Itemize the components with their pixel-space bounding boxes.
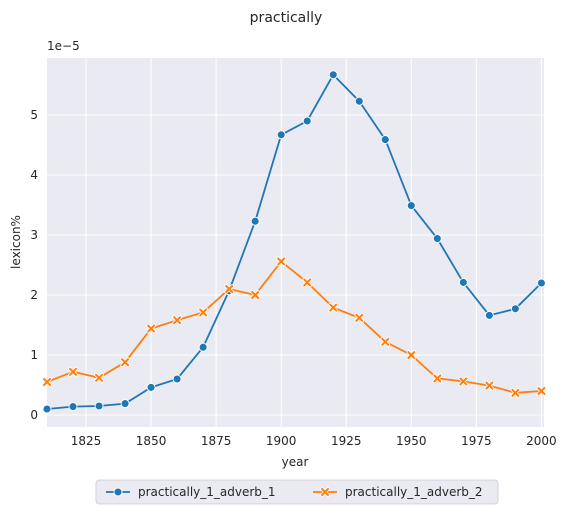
y-axis-label: lexicon% bbox=[9, 215, 23, 269]
data-point bbox=[328, 302, 339, 313]
data-point bbox=[432, 373, 443, 384]
x-tick-label: 1825 bbox=[71, 434, 102, 448]
data-point bbox=[172, 374, 182, 384]
data-point bbox=[198, 307, 208, 318]
marker-stroke bbox=[121, 358, 130, 367]
x-tick-label: 1975 bbox=[461, 434, 492, 448]
data-point bbox=[510, 304, 520, 314]
data-point bbox=[42, 404, 52, 414]
marker-stroke bbox=[199, 308, 208, 317]
legend-item: practically_1_adverb_2 bbox=[313, 485, 483, 499]
marker-stroke bbox=[433, 374, 442, 383]
marker-stroke bbox=[355, 313, 364, 322]
x-tick-label: 1850 bbox=[136, 434, 167, 448]
marker-stroke bbox=[43, 378, 51, 386]
marker-stroke bbox=[407, 351, 416, 359]
y-tick-label: 3 bbox=[30, 228, 38, 242]
data-point bbox=[354, 96, 364, 106]
data-point bbox=[536, 278, 546, 288]
legend-marker bbox=[320, 487, 330, 497]
legend-items: practically_1_adverb_1 practically_1_adve… bbox=[106, 485, 483, 499]
marker-stroke bbox=[173, 316, 182, 325]
legend-label: practically_1_adverb_1 bbox=[138, 485, 276, 499]
y-tick-label: 4 bbox=[30, 168, 38, 182]
data-point bbox=[146, 382, 156, 392]
data-point bbox=[458, 376, 469, 387]
y-tick-label: 1 bbox=[30, 348, 38, 362]
y-tick-label: 0 bbox=[30, 408, 38, 422]
marker-stroke bbox=[95, 373, 104, 382]
data-point bbox=[224, 284, 234, 294]
x-tick-label: 1950 bbox=[396, 434, 427, 448]
marker-stroke bbox=[381, 337, 390, 346]
chart-title: practically bbox=[250, 10, 323, 26]
data-point bbox=[250, 216, 260, 226]
marker-stroke bbox=[459, 377, 468, 386]
marker-stroke bbox=[511, 388, 520, 397]
x-tick-label: 1900 bbox=[266, 434, 297, 448]
data-point bbox=[328, 70, 338, 80]
data-point bbox=[432, 234, 442, 244]
data-point bbox=[406, 350, 417, 360]
data-point bbox=[406, 201, 416, 211]
marker-stroke bbox=[537, 387, 546, 395]
data-point bbox=[302, 277, 313, 288]
marker-stroke bbox=[329, 303, 338, 312]
marker-stroke bbox=[321, 488, 329, 496]
series-line bbox=[46, 73, 543, 410]
series-practically_1_adverb_1 bbox=[42, 70, 546, 414]
data-point bbox=[536, 386, 547, 396]
data-point bbox=[484, 310, 494, 320]
x-axis-label: year bbox=[282, 455, 309, 469]
data-point bbox=[94, 401, 104, 411]
legend-box bbox=[95, 479, 499, 505]
data-point bbox=[380, 135, 390, 145]
data-point bbox=[94, 373, 104, 383]
data-point bbox=[302, 116, 312, 126]
x-tick-label: 2000 bbox=[526, 434, 557, 448]
data-point bbox=[146, 323, 156, 334]
series-practically_1_adverb_2 bbox=[42, 256, 547, 398]
marker-stroke bbox=[251, 291, 260, 299]
plot-area bbox=[47, 58, 544, 427]
data-point bbox=[484, 380, 495, 391]
data-point bbox=[458, 277, 468, 287]
data-point bbox=[276, 130, 286, 140]
data-point bbox=[354, 313, 365, 323]
data-point bbox=[120, 399, 130, 409]
marker-stroke bbox=[485, 381, 494, 390]
data-point bbox=[276, 256, 286, 267]
data-point bbox=[172, 315, 182, 325]
legend-label: practically_1_adverb_2 bbox=[345, 485, 483, 499]
y-tick-label: 2 bbox=[30, 288, 38, 302]
grid-lines bbox=[47, 58, 544, 427]
data-point bbox=[68, 367, 78, 377]
series-line bbox=[46, 260, 542, 394]
tick-labels: 1825 1850 1875 1900 1925 1950 1975 2000 0 1 2 3 4 5 bbox=[30, 108, 556, 448]
x-tick-label: 1925 bbox=[331, 434, 362, 448]
series-layer bbox=[42, 70, 547, 414]
y-tick-label: 5 bbox=[30, 108, 38, 122]
legend-marker bbox=[113, 487, 123, 497]
marker-stroke bbox=[225, 285, 234, 293]
data-point bbox=[68, 402, 78, 412]
x-tick-label: 1875 bbox=[201, 434, 232, 448]
marker-stroke bbox=[303, 278, 312, 287]
data-point bbox=[380, 337, 391, 347]
marker-stroke bbox=[69, 367, 78, 376]
data-point bbox=[198, 342, 208, 352]
marker-stroke bbox=[277, 257, 286, 266]
data-point bbox=[510, 388, 521, 398]
data-point bbox=[42, 377, 52, 387]
legend-item: practically_1_adverb_1 bbox=[106, 485, 276, 499]
data-point bbox=[120, 357, 130, 367]
data-point bbox=[250, 290, 260, 300]
legend: practically_1_adverb_1 practically_1_adve… bbox=[95, 479, 499, 505]
y-scale-label: 1e−5 bbox=[47, 39, 80, 53]
marker-stroke bbox=[147, 324, 156, 333]
